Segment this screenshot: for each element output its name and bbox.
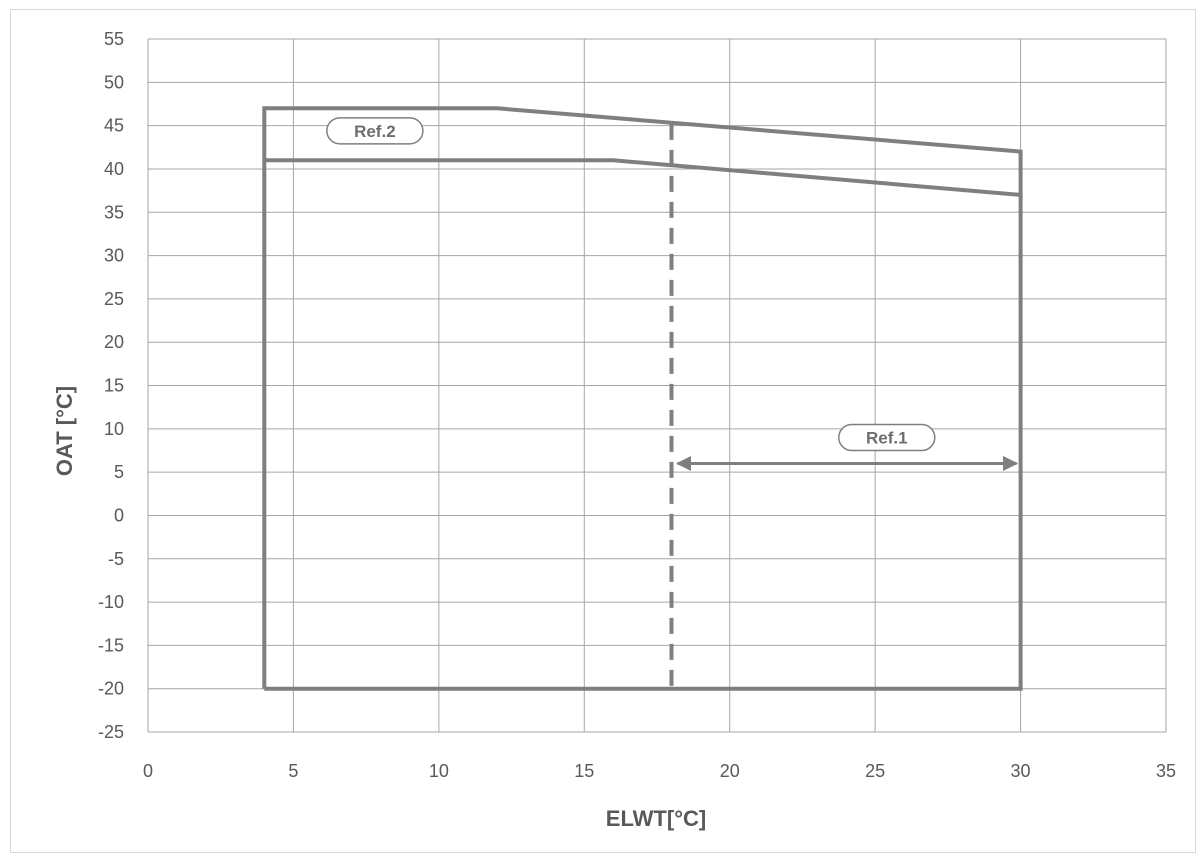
y-tick-label: 40: [104, 159, 124, 179]
ref1-envelope-line: [262, 106, 1023, 691]
y-tick-label: -25: [98, 722, 124, 742]
y-tick-label: 25: [104, 289, 124, 309]
ref1-label-pill: [838, 423, 936, 452]
x-tick-label: 20: [720, 761, 740, 781]
x-tick-label: 10: [429, 761, 449, 781]
y-tick-label: 35: [104, 202, 124, 222]
y-tick-label: -5: [108, 549, 124, 569]
x-tick-label: 25: [865, 761, 885, 781]
y-tick-label: 30: [104, 246, 124, 266]
x-tick-label: 5: [288, 761, 298, 781]
series-layer: [262, 106, 1023, 691]
ref1-label: Ref.1: [866, 428, 908, 447]
x-tick-label: 15: [574, 761, 594, 781]
y-tick-label: 15: [104, 376, 124, 396]
y-axis-title: OAT [°C]: [52, 386, 77, 476]
y-tick-label: 20: [104, 332, 124, 352]
y-tick-label: 0: [114, 505, 124, 525]
grid-layer: [147, 38, 1167, 733]
x-axis-title: ELWT[°C]: [606, 806, 706, 831]
y-tick-label: -20: [98, 679, 124, 699]
y-tick-label: 5: [114, 462, 124, 482]
y-tick-label: 45: [104, 116, 124, 136]
ref2-label: Ref.2: [354, 122, 396, 141]
ref2-envelope-line: [264, 158, 1021, 197]
x-tick-label: 30: [1011, 761, 1031, 781]
x-tick-label: 35: [1156, 761, 1176, 781]
y-tick-label: 55: [104, 29, 124, 49]
y-tick-label: 50: [104, 72, 124, 92]
x-tick-label: 0: [143, 761, 153, 781]
y-tick-label: -10: [98, 592, 124, 612]
y-tick-label: 10: [104, 419, 124, 439]
ref2-label-pill: [326, 117, 424, 145]
annotation-layer: Ref.1 Ref.2: [326, 117, 1019, 471]
y-tick-label: -15: [98, 635, 124, 655]
